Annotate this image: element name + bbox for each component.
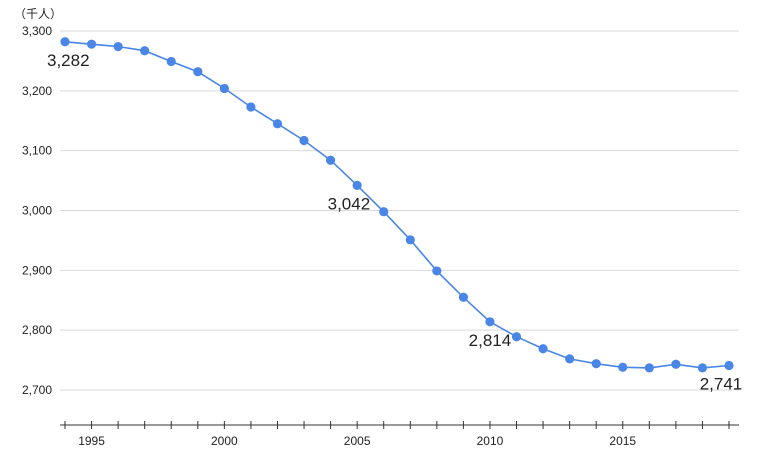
data-point bbox=[591, 359, 601, 369]
data-point bbox=[671, 359, 681, 369]
data-point bbox=[405, 235, 415, 245]
data-point bbox=[272, 119, 283, 129]
y-tick-label: 2,700 bbox=[22, 383, 52, 397]
data-point bbox=[246, 102, 256, 112]
y-tick-label: 3,300 bbox=[22, 24, 52, 38]
data-point bbox=[458, 292, 468, 302]
data-point bbox=[379, 207, 389, 217]
data-point bbox=[326, 155, 336, 165]
data-point bbox=[485, 317, 495, 327]
data-point bbox=[618, 362, 628, 372]
data-label: 3,042 bbox=[328, 194, 371, 213]
data-point bbox=[299, 135, 309, 146]
data-point bbox=[565, 354, 575, 364]
data-point bbox=[166, 56, 176, 67]
x-tick-label: 2015 bbox=[609, 434, 636, 448]
y-tick-label: 2,800 bbox=[22, 323, 52, 337]
data-point bbox=[86, 39, 97, 49]
data-labels: 3,282 3,042 2,814 2,741 bbox=[47, 51, 742, 394]
unit-label: （千人） bbox=[14, 7, 62, 21]
x-tick-label: 1995 bbox=[78, 434, 105, 448]
data-label: 2,741 bbox=[700, 374, 743, 393]
data-point bbox=[538, 344, 548, 354]
data-point bbox=[193, 67, 203, 77]
data-label: 2,814 bbox=[469, 331, 512, 350]
data-label: 3,282 bbox=[47, 51, 90, 70]
data-point bbox=[724, 360, 734, 371]
gridlines bbox=[60, 30, 739, 391]
data-point bbox=[697, 363, 708, 373]
data-point bbox=[140, 46, 150, 56]
data-point bbox=[352, 180, 362, 190]
x-tick-label: 2000 bbox=[211, 434, 238, 448]
y-tick-label: 3,200 bbox=[22, 84, 52, 98]
y-tick-label: 3,100 bbox=[22, 144, 52, 158]
x-tick-label: 2005 bbox=[344, 434, 371, 448]
y-tick-label: 3,000 bbox=[22, 204, 52, 218]
x-axis: 1995 2000 2005 2010 2015 bbox=[60, 421, 739, 448]
data-point bbox=[60, 37, 70, 47]
y-tick-label: 2,900 bbox=[22, 263, 52, 277]
data-points bbox=[60, 37, 734, 373]
data-point bbox=[644, 363, 654, 373]
data-point bbox=[511, 332, 522, 342]
y-axis-labels: 2,700 2,800 2,900 3,000 3,100 3,200 3,300 bbox=[22, 24, 52, 397]
data-point bbox=[113, 41, 123, 52]
data-point bbox=[219, 83, 229, 94]
data-point bbox=[432, 266, 442, 276]
x-tick-label: 2010 bbox=[477, 434, 504, 448]
